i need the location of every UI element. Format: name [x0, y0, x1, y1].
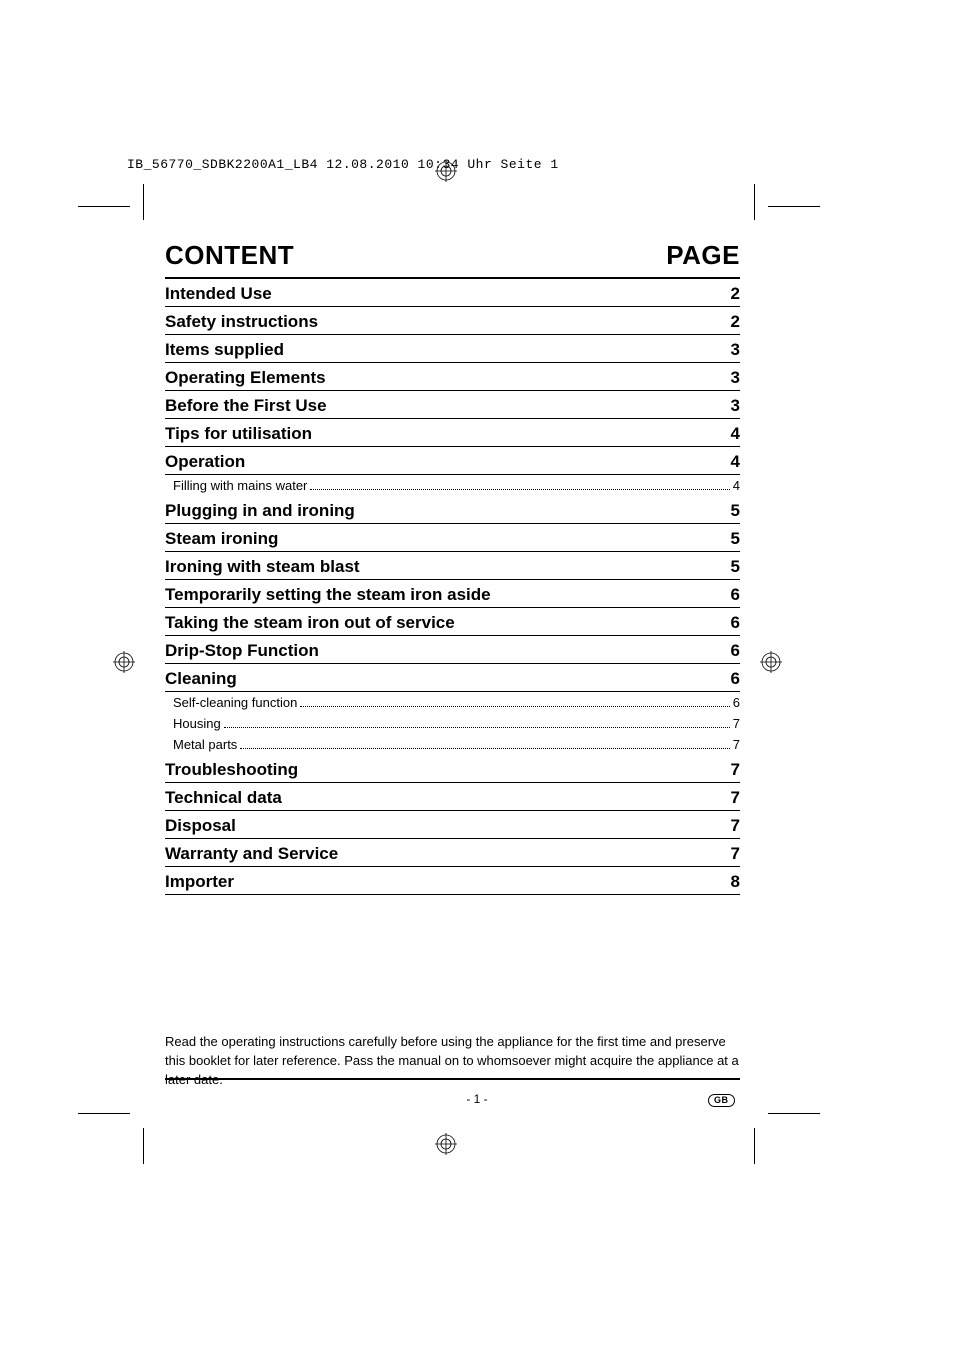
toc-page: 4 [731, 452, 740, 472]
toc-row: Temporarily setting the steam iron aside… [165, 580, 740, 607]
toc-label: Items supplied [165, 340, 284, 360]
toc-container: Intended Use 2 Safety instructions 2 Items s… [165, 279, 740, 895]
toc-page: 3 [731, 340, 740, 360]
toc-row: Items supplied 3 [165, 335, 740, 362]
toc-row: Disposal 7 [165, 811, 740, 838]
toc-sub-row: Metal parts 7 [165, 734, 740, 755]
crop-mark-icon [143, 1128, 144, 1164]
crop-mark-icon [768, 1113, 820, 1114]
toc-page: 2 [731, 284, 740, 304]
toc-label: Operation [165, 452, 245, 472]
toc-label: Ironing with steam blast [165, 557, 360, 577]
toc-row: Importer 8 [165, 867, 740, 894]
toc-sub-label: Metal parts [173, 737, 237, 752]
crop-mark-icon [78, 206, 130, 207]
toc-label: Drip-Stop Function [165, 641, 319, 661]
print-job-header: IB_56770_SDBK2200A1_LB4 12.08.2010 10:34… [127, 157, 559, 172]
toc-label: Troubleshooting [165, 760, 298, 780]
toc-page: 4 [731, 424, 740, 444]
toc-label: Taking the steam iron out of service [165, 613, 455, 633]
toc-row: Safety instructions 2 [165, 307, 740, 334]
toc-label: Temporarily setting the steam iron aside [165, 585, 491, 605]
crop-mark-icon [768, 206, 820, 207]
toc-sub-label: Filling with mains water [173, 478, 307, 493]
toc-row: Plugging in and ironing 5 [165, 496, 740, 523]
toc-sub-row: Housing 7 [165, 713, 740, 734]
toc-page: 8 [731, 872, 740, 892]
toc-label: Technical data [165, 788, 282, 808]
toc-label: Intended Use [165, 284, 272, 304]
toc-page: 7 [731, 844, 740, 864]
toc-row: Troubleshooting 7 [165, 755, 740, 782]
page-number: - 1 - [0, 1092, 954, 1106]
toc-row: Warranty and Service 7 [165, 839, 740, 866]
toc-label: Warranty and Service [165, 844, 338, 864]
language-badge: GB [708, 1094, 735, 1107]
toc-row: Cleaning 6 [165, 664, 740, 691]
toc-row: Ironing with steam blast 5 [165, 552, 740, 579]
toc-sub-page: 6 [733, 695, 740, 710]
toc-page: 3 [731, 368, 740, 388]
toc-dots [300, 706, 729, 707]
toc-sub-page: 7 [733, 737, 740, 752]
toc-label: Cleaning [165, 669, 237, 689]
toc-sub-row: Self-cleaning function 6 [165, 692, 740, 713]
toc-label: Disposal [165, 816, 236, 836]
toc-row: Operating Elements 3 [165, 363, 740, 390]
toc-label: Safety instructions [165, 312, 318, 332]
registration-mark-icon [435, 1133, 457, 1155]
toc-dots [240, 748, 729, 749]
registration-mark-icon [435, 160, 457, 182]
crop-mark-icon [754, 1128, 755, 1164]
title-page: PAGE [666, 240, 740, 271]
toc-dots [224, 727, 730, 728]
toc-page: 2 [731, 312, 740, 332]
toc-row: Drip-Stop Function 6 [165, 636, 740, 663]
toc-label: Plugging in and ironing [165, 501, 355, 521]
registration-mark-icon [760, 651, 782, 673]
toc-dots [310, 489, 729, 490]
toc-row: Tips for utilisation 4 [165, 419, 740, 446]
toc-label: Tips for utilisation [165, 424, 312, 444]
toc-label: Before the First Use [165, 396, 327, 416]
toc-page: 6 [731, 669, 740, 689]
toc-row: Intended Use 2 [165, 279, 740, 306]
toc-row: Before the First Use 3 [165, 391, 740, 418]
toc-page: 5 [731, 557, 740, 577]
crop-mark-icon [754, 184, 755, 220]
footer-rule [165, 1078, 740, 1080]
toc-label: Importer [165, 872, 234, 892]
toc-row: Operation 4 [165, 447, 740, 474]
toc-sub-page: 4 [733, 478, 740, 493]
toc-page: 6 [731, 641, 740, 661]
toc-page: 3 [731, 396, 740, 416]
toc-label: Operating Elements [165, 368, 326, 388]
toc-page: 7 [731, 816, 740, 836]
toc-row: Steam ironing 5 [165, 524, 740, 551]
footer-note: Read the operating instructions carefull… [165, 1033, 740, 1090]
toc-page: 5 [731, 529, 740, 549]
toc-page: 5 [731, 501, 740, 521]
toc-row: Technical data 7 [165, 783, 740, 810]
toc-page: 6 [731, 585, 740, 605]
toc-page: 7 [731, 760, 740, 780]
crop-mark-icon [78, 1113, 130, 1114]
toc-row: Taking the steam iron out of service 6 [165, 608, 740, 635]
title-row: CONTENT PAGE [165, 240, 740, 271]
toc-page: 7 [731, 788, 740, 808]
toc-sub-page: 7 [733, 716, 740, 731]
title-content: CONTENT [165, 240, 294, 271]
toc-sub-row: Filling with mains water 4 [165, 475, 740, 496]
toc-page: 6 [731, 613, 740, 633]
toc-label: Steam ironing [165, 529, 278, 549]
crop-mark-icon [143, 184, 144, 220]
toc-rule [165, 894, 740, 895]
content-area: CONTENT PAGE Intended Use2Safety instruc… [165, 240, 740, 895]
registration-mark-icon [113, 651, 135, 673]
toc-sub-label: Housing [173, 716, 221, 731]
toc-sub-label: Self-cleaning function [173, 695, 297, 710]
